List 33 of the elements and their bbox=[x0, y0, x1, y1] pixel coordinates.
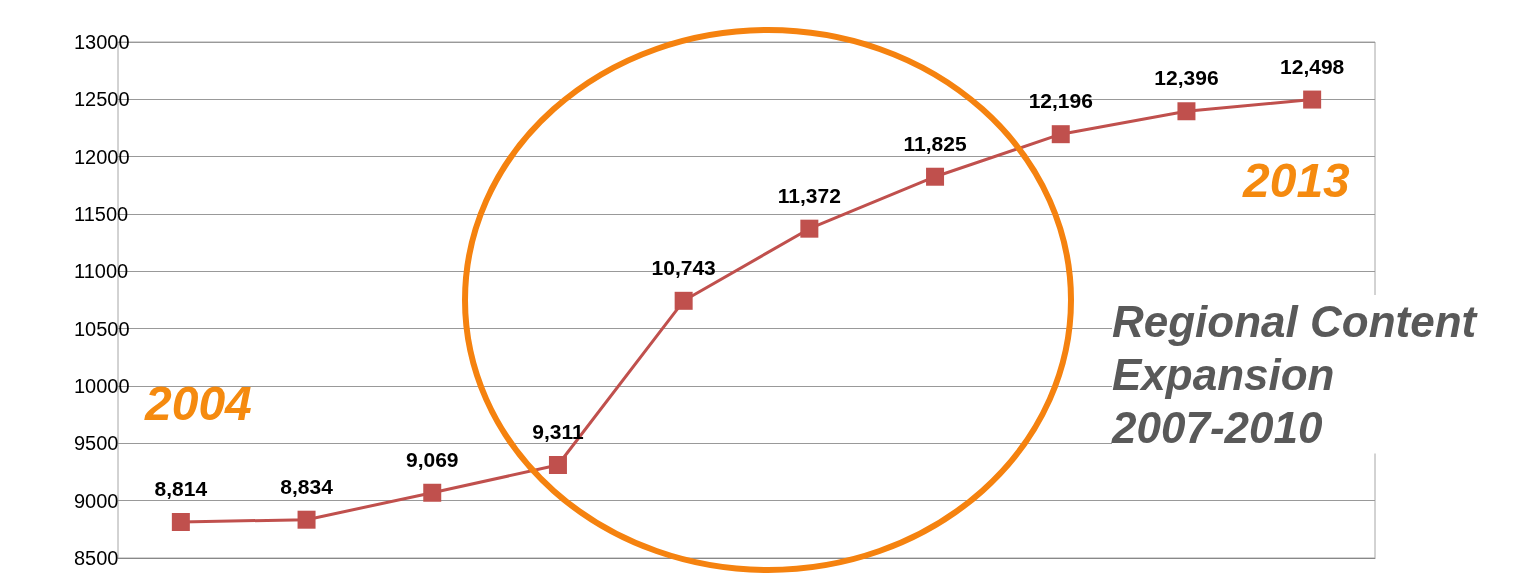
point bbox=[1303, 90, 1322, 109]
y-tick-label: 8500 bbox=[74, 547, 119, 569]
y-tick-label: 11500 bbox=[74, 203, 129, 225]
point bbox=[297, 510, 316, 529]
y-tick-label: 12500 bbox=[74, 88, 130, 111]
data-label: 12,196 bbox=[1028, 89, 1093, 113]
annotation: 2013 bbox=[1242, 154, 1351, 208]
point bbox=[800, 219, 819, 238]
point bbox=[674, 291, 693, 310]
data-label: 11,825 bbox=[903, 131, 967, 155]
data-label: 11,372 bbox=[777, 183, 841, 207]
y-tick-label: 10000 bbox=[74, 375, 130, 397]
y-tick-label: 9500 bbox=[74, 432, 119, 455]
data-label: 8,834 bbox=[280, 474, 334, 498]
data-label: 8,814 bbox=[154, 476, 208, 500]
y-tick-label: 12000 bbox=[74, 145, 130, 168]
point bbox=[423, 483, 442, 502]
data-label: 12,498 bbox=[1280, 54, 1345, 78]
point bbox=[926, 167, 945, 186]
point bbox=[1051, 125, 1070, 144]
annotation: 2004 bbox=[144, 377, 252, 431]
y-tick-label: 13000 bbox=[74, 31, 130, 53]
y-tick-label: 11000 bbox=[74, 260, 129, 283]
point bbox=[171, 512, 190, 531]
annotation: Regional Content Expansion 2007-2010 bbox=[1111, 296, 1489, 452]
y-tick-label: 9000 bbox=[74, 489, 119, 512]
point bbox=[548, 456, 567, 475]
data-label: 9,069 bbox=[405, 447, 459, 471]
data-label: 12,396 bbox=[1154, 66, 1219, 90]
point bbox=[1177, 102, 1196, 121]
y-tick-label: 10500 bbox=[74, 317, 130, 340]
data-label: 10,743 bbox=[651, 255, 716, 279]
data-label: 9,311 bbox=[532, 420, 584, 444]
